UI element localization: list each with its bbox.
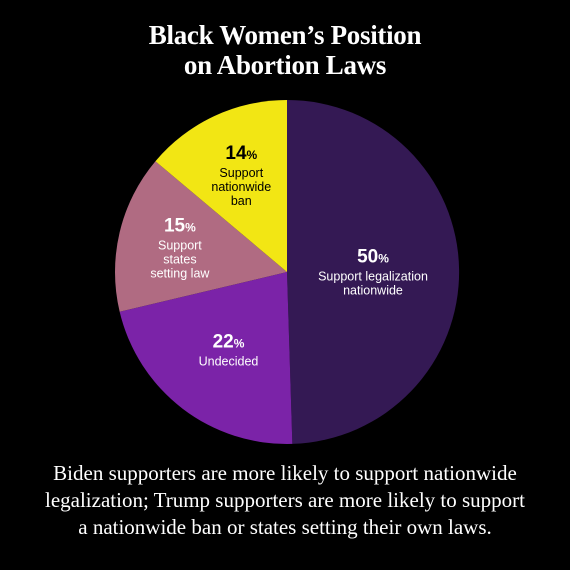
caption-line-1: Biden supporters are more likely to supp… [53, 461, 517, 485]
pie-slice-2 [119, 272, 293, 445]
pie-slices [115, 99, 460, 445]
pie-slice-3 [115, 161, 287, 312]
pie-category-label-4-line-2: nationwide [211, 180, 271, 194]
chart-title-line-2: on Abortion Laws [183, 50, 387, 80]
pie-value-label-1: 50% [357, 247, 389, 268]
pie-category-label-1-line-2: nationwide [343, 284, 403, 298]
pie-value-label-3: 15% [164, 216, 196, 237]
pie-category-label-4-line-3: ban [231, 194, 252, 208]
chart-caption: Biden supporters are more likely to supp… [20, 460, 550, 541]
pie-category-label-3-line-1: Support [158, 239, 202, 253]
pie-category-label-3-line-2: states [163, 253, 196, 267]
pie-category-label-4-line-1: Support [219, 166, 263, 180]
pie-category-label-2-line-1: Undecided [199, 355, 259, 369]
pie-slice-1 [287, 99, 460, 444]
pie-category-label-1-line-1: Support legalization [318, 270, 428, 284]
caption-line-3: a nationwide ban or states setting their… [78, 515, 492, 539]
caption-line-2: legalization; Trump supporters are more … [44, 488, 525, 512]
chart-title: Black Women’s Position on Abortion Laws [0, 20, 570, 80]
pie-category-label-3-line-3: setting law [150, 267, 210, 281]
pie-value-label-2: 22% [213, 332, 245, 353]
pie-value-label-4: 14% [225, 143, 257, 164]
chart-title-line-1: Black Women’s Position [148, 20, 422, 50]
pie-labels: 50%Support legalizationnationwide22%Unde… [150, 143, 428, 369]
pie-slice-4 [155, 100, 287, 272]
